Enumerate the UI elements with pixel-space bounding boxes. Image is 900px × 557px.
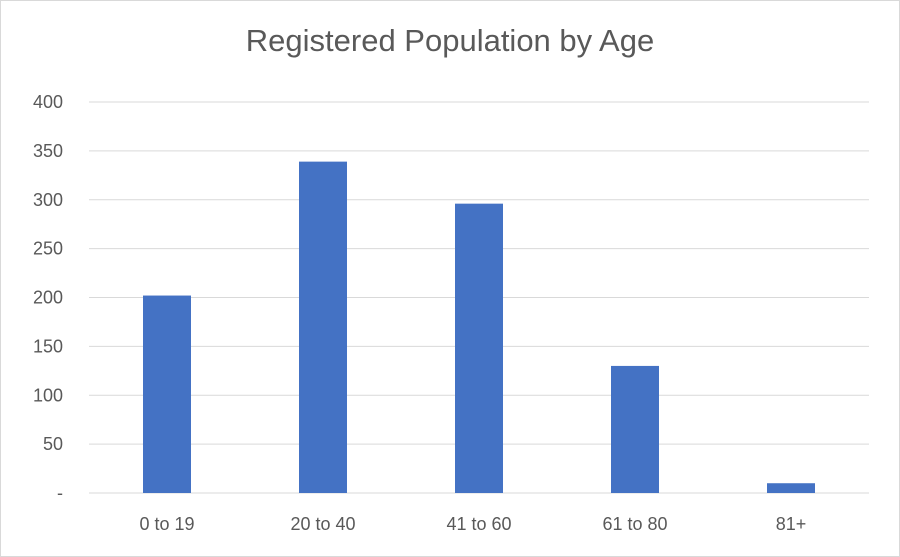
x-tick-label: 41 to 60	[446, 514, 511, 534]
bar	[767, 483, 815, 493]
y-tick-label: 150	[33, 336, 63, 356]
bar	[611, 365, 659, 493]
y-tick-label: 250	[33, 239, 63, 259]
x-tick-label: 61 to 80	[602, 514, 667, 534]
bar	[299, 161, 347, 493]
y-tick-label: 100	[33, 385, 63, 405]
x-tick-label: 0 to 19	[139, 514, 194, 534]
y-tick-label: 350	[33, 141, 63, 161]
x-axis-tick-labels: 0 to 19 20 to 40 41 to 60 61 to 80 81+	[139, 514, 806, 534]
bar	[143, 295, 191, 493]
y-tick-label: 300	[33, 190, 63, 210]
x-tick-label: 20 to 40	[290, 514, 355, 534]
bars	[143, 161, 815, 493]
chart-title: Registered Population by Age	[245, 23, 655, 58]
y-tick-label: 400	[33, 92, 63, 112]
y-tick-label: 200	[33, 288, 63, 308]
x-tick-label: 81+	[776, 514, 807, 534]
y-tick-label: 50	[43, 434, 63, 454]
y-axis-tick-labels: - 50 100 150 200 250 300 350 400	[33, 92, 63, 503]
bar	[455, 203, 503, 493]
y-tick-label: -	[57, 483, 63, 503]
